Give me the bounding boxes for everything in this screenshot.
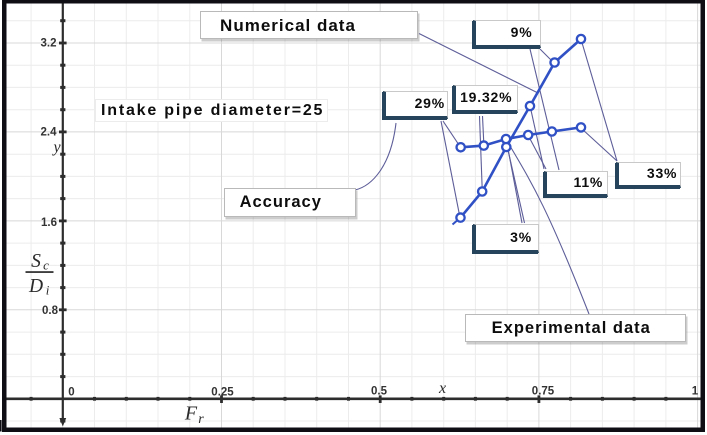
- svg-text:0.75: 0.75: [532, 386, 555, 398]
- svg-text:y: y: [51, 139, 61, 156]
- svg-text:1.6: 1.6: [41, 217, 57, 229]
- svg-text:0.25: 0.25: [211, 387, 234, 399]
- svg-text:x: x: [438, 380, 446, 397]
- svg-text:3.2: 3.2: [41, 38, 57, 50]
- svg-text:r: r: [198, 412, 204, 427]
- svg-text:D: D: [28, 276, 43, 297]
- svg-text:0.5: 0.5: [371, 386, 388, 398]
- svg-text:c: c: [43, 258, 49, 273]
- svg-text:S: S: [31, 251, 41, 272]
- svg-text:F: F: [184, 403, 198, 425]
- svg-text:1: 1: [692, 386, 699, 398]
- svg-text:0.8: 0.8: [42, 305, 59, 317]
- svg-text:2.4: 2.4: [41, 127, 58, 139]
- svg-text:i: i: [46, 283, 50, 298]
- svg-text:0: 0: [68, 387, 74, 399]
